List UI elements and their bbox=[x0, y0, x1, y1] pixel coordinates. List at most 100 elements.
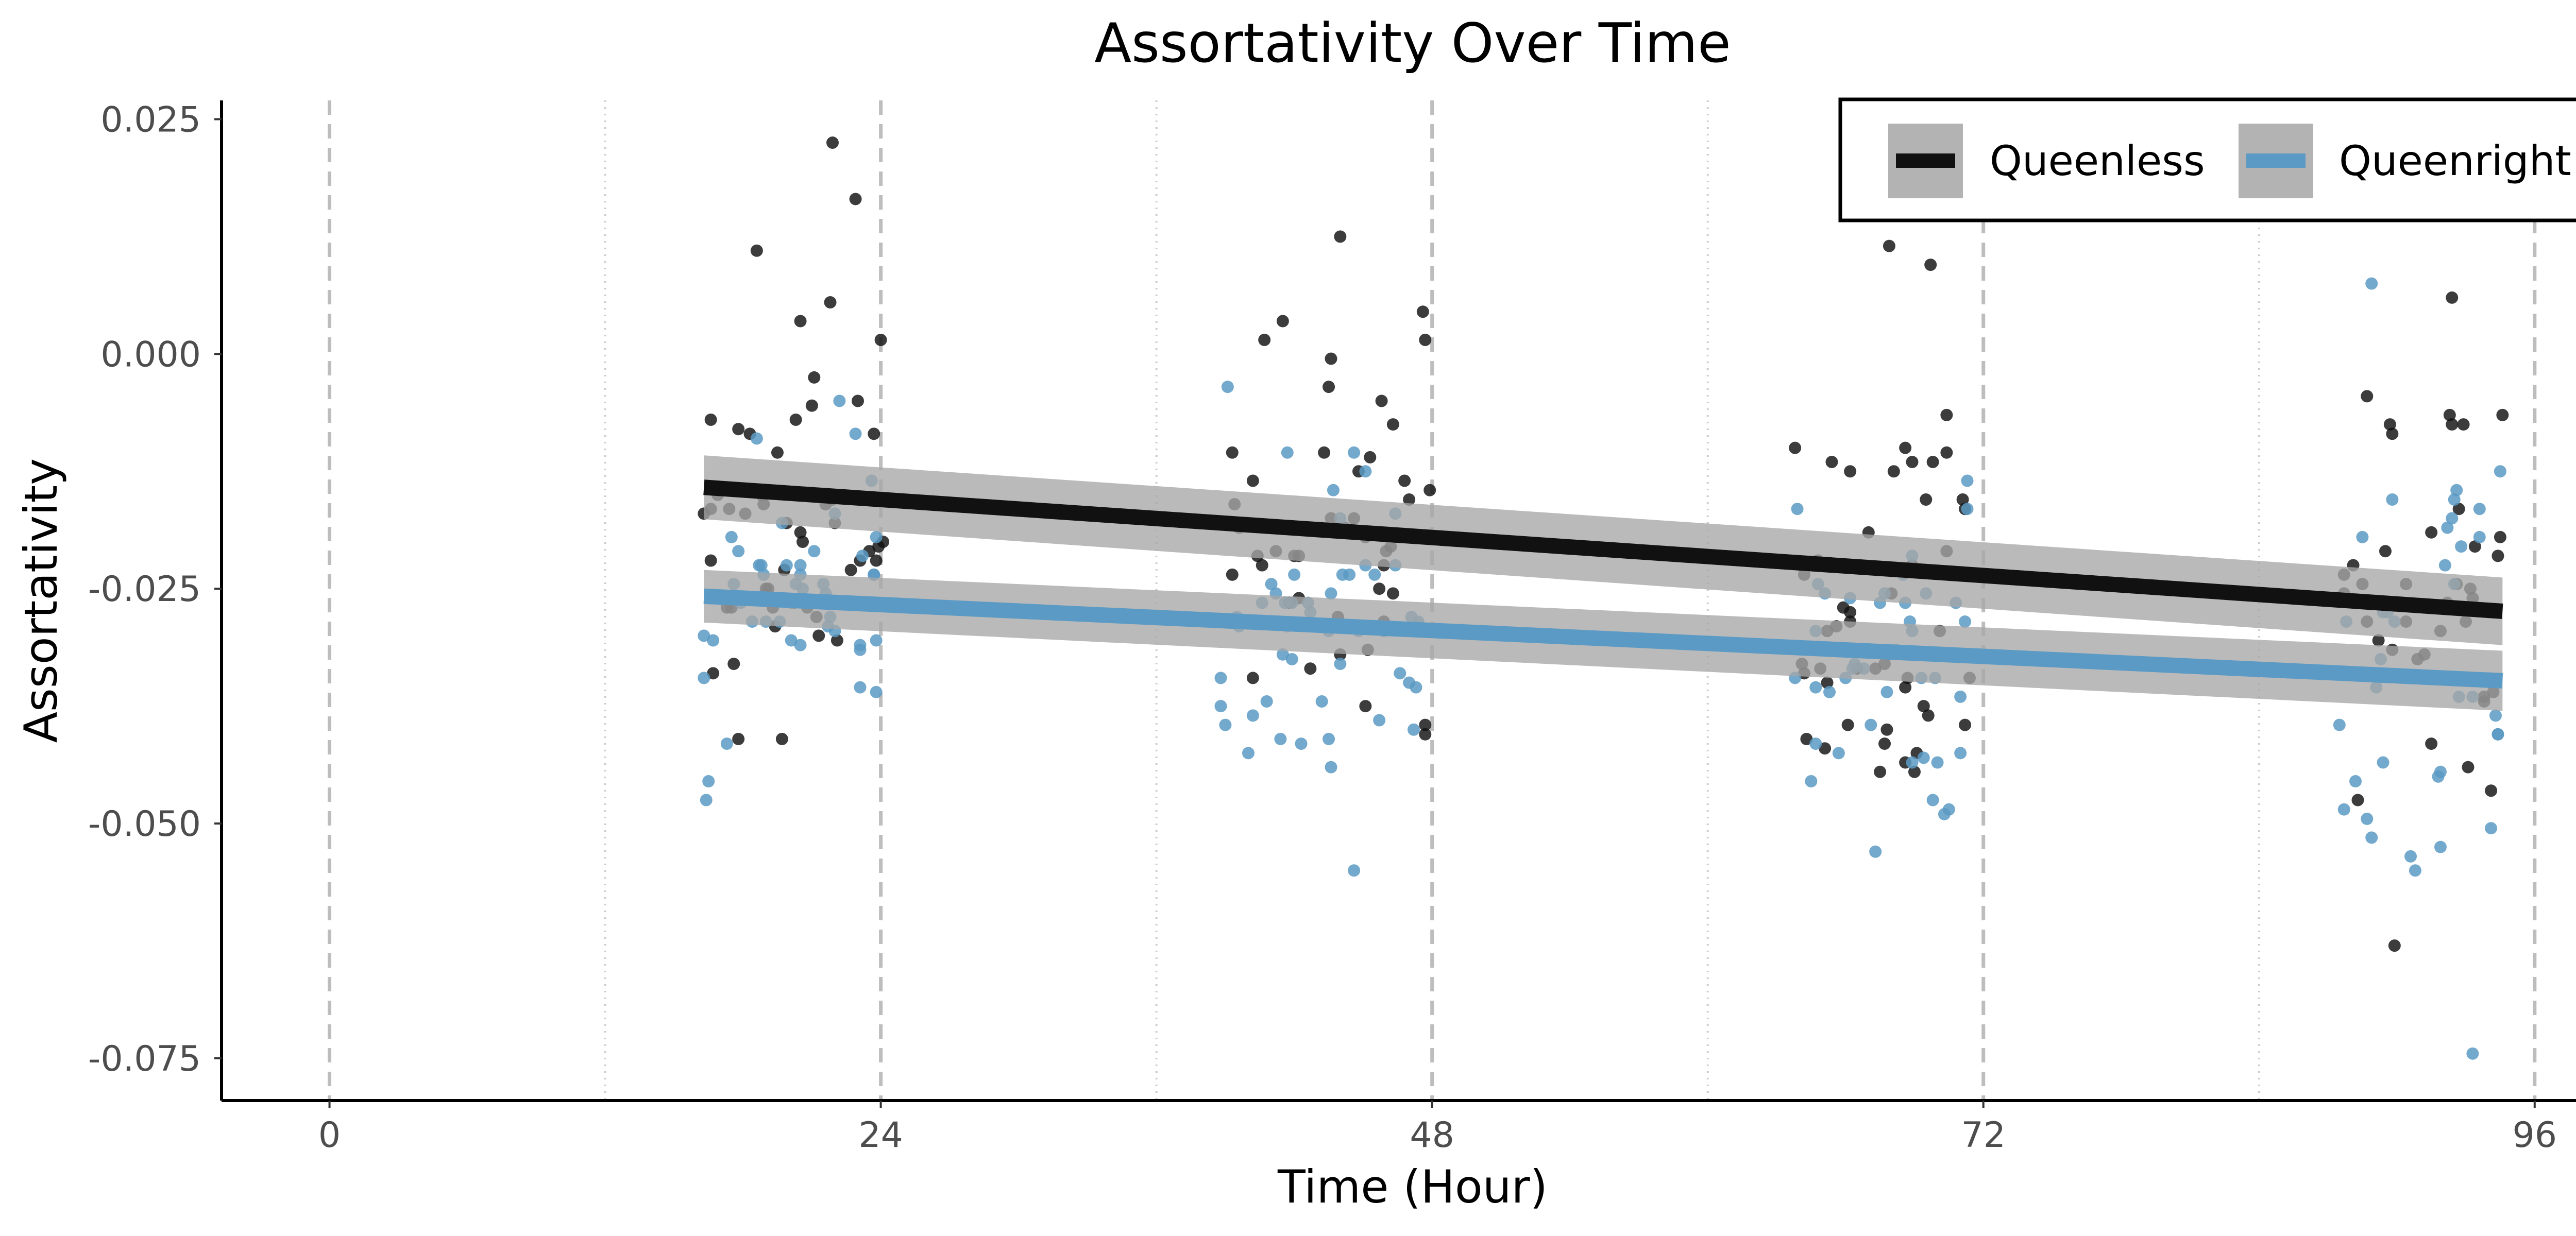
point-queenright bbox=[1295, 737, 1308, 750]
point-queenless bbox=[771, 446, 784, 459]
point-queenright bbox=[2365, 277, 2378, 290]
legend: Queenless Queenright bbox=[1838, 97, 2576, 222]
point-queenright bbox=[1348, 864, 1361, 877]
point-queenless bbox=[852, 394, 865, 407]
point-queenless bbox=[704, 554, 717, 567]
trend-line-queenright bbox=[703, 588, 2503, 689]
point-queenright bbox=[1242, 747, 1255, 760]
point-queenright bbox=[870, 530, 883, 543]
point-queenright bbox=[2485, 822, 2498, 835]
point-queenright bbox=[1954, 747, 1967, 760]
point-queenless bbox=[1323, 381, 1335, 393]
point-queenless bbox=[2452, 503, 2465, 516]
point-queenless bbox=[775, 732, 788, 745]
point-queenright bbox=[755, 559, 768, 572]
point-queenless bbox=[727, 658, 740, 671]
point-queenright bbox=[1373, 714, 1386, 727]
point-queenless bbox=[750, 244, 763, 257]
point-queenless bbox=[1276, 315, 1289, 328]
legend-label-queenright: Queenright bbox=[2339, 137, 2571, 185]
y-axis-title: Assortativity bbox=[14, 458, 67, 743]
point-queenright bbox=[2489, 709, 2502, 722]
point-queenright bbox=[856, 550, 869, 562]
point-queenless bbox=[1304, 662, 1317, 675]
point-queenright bbox=[2361, 812, 2374, 825]
point-queenright bbox=[1288, 568, 1301, 581]
point-queenless bbox=[1800, 732, 1813, 745]
point-queenless bbox=[2446, 418, 2459, 431]
point-queenless bbox=[1419, 718, 1432, 731]
point-queenless bbox=[844, 563, 857, 576]
point-queenright bbox=[1869, 845, 1882, 858]
point-queenless bbox=[1386, 587, 1399, 600]
y-tick-label: -0.050 bbox=[88, 804, 201, 845]
point-queenless bbox=[2425, 737, 2438, 750]
point-queenless bbox=[1403, 493, 1416, 506]
point-queenless bbox=[874, 333, 887, 346]
point-queenless bbox=[1246, 672, 1259, 684]
point-queenless bbox=[1325, 352, 1337, 365]
point-queenless bbox=[2496, 408, 2509, 421]
point-queenright bbox=[794, 559, 807, 572]
point-queenright bbox=[1880, 685, 1893, 698]
point-queenless bbox=[1959, 718, 1972, 731]
point-queenright bbox=[2377, 756, 2389, 769]
point-queenright bbox=[1865, 718, 1877, 731]
point-queenright bbox=[2409, 864, 2421, 877]
x-axis-ticks: 0 24 48 72 96 bbox=[318, 1101, 2557, 1156]
point-queenright bbox=[1931, 756, 1944, 769]
point-queenless bbox=[1258, 333, 1271, 346]
point-queenright bbox=[2333, 718, 2346, 731]
point-queenless bbox=[1398, 474, 1411, 487]
point-queenright bbox=[698, 629, 710, 642]
point-queenless bbox=[1922, 709, 1935, 722]
point-queenless bbox=[794, 315, 807, 328]
point-queenright bbox=[725, 530, 738, 543]
point-queenless bbox=[1226, 446, 1239, 459]
point-queenright bbox=[833, 394, 846, 407]
chart-title: Assortativity Over Time bbox=[1094, 12, 1731, 75]
point-queenright bbox=[785, 634, 798, 647]
point-queenless bbox=[1906, 456, 1919, 469]
point-queenless bbox=[1375, 394, 1388, 407]
point-queenless bbox=[732, 423, 745, 436]
point-queenless bbox=[1423, 484, 1436, 496]
point-queenright bbox=[1315, 695, 1328, 708]
point-queenless bbox=[1883, 239, 1895, 252]
point-queenright bbox=[2434, 840, 2447, 853]
legend-label-queenless: Queenless bbox=[1990, 137, 2205, 185]
point-queenless bbox=[1246, 474, 1259, 487]
point-queenless bbox=[1908, 765, 1921, 778]
point-queenright bbox=[1917, 751, 1930, 764]
point-queenless bbox=[1419, 728, 1432, 741]
point-queenright bbox=[2473, 503, 2486, 516]
point-queenright bbox=[1334, 658, 1347, 671]
point-queenright bbox=[1791, 503, 1804, 516]
point-queenright bbox=[854, 639, 867, 651]
point-queenright bbox=[707, 634, 720, 647]
trend-lines bbox=[703, 455, 2503, 711]
point-queenless bbox=[2457, 418, 2470, 431]
point-queenright bbox=[2365, 831, 2378, 844]
point-queenright bbox=[1348, 446, 1361, 459]
point-queenless bbox=[1917, 700, 1930, 713]
y-tick-label: 0.025 bbox=[100, 99, 201, 140]
grid-lines bbox=[328, 100, 2537, 1101]
point-queenless bbox=[808, 371, 821, 384]
point-queenless bbox=[805, 399, 818, 412]
point-queenright bbox=[2349, 775, 2362, 788]
point-queenright bbox=[870, 634, 883, 647]
point-queenless bbox=[796, 536, 809, 548]
point-queenright bbox=[1246, 709, 1259, 722]
point-queenright bbox=[698, 672, 710, 684]
point-queenless bbox=[1899, 441, 1912, 454]
point-queenless bbox=[2386, 427, 2399, 440]
y-tick-label: -0.075 bbox=[88, 1039, 201, 1079]
point-queenless bbox=[2383, 418, 2396, 431]
point-queenless bbox=[1821, 676, 1834, 689]
point-queenright bbox=[2337, 803, 2350, 816]
point-queenless bbox=[2379, 545, 2392, 558]
point-queenright bbox=[1805, 775, 1818, 788]
x-axis-title: Time (Hour) bbox=[1277, 1160, 1548, 1213]
